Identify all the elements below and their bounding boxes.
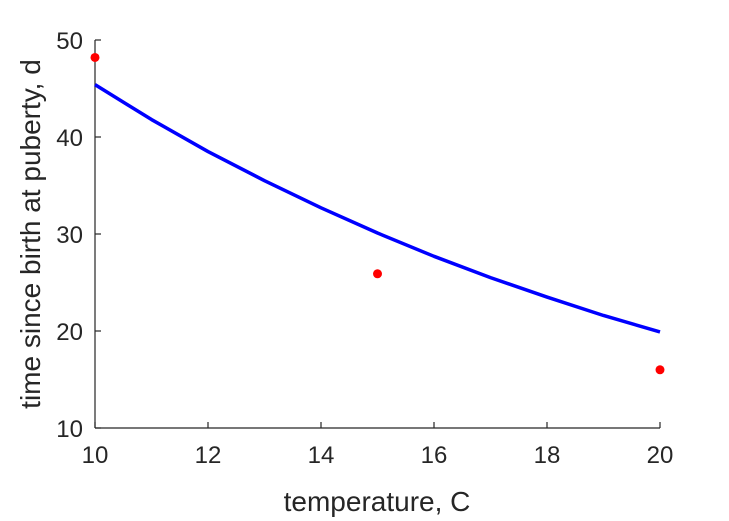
x-tick-label: 16 xyxy=(421,442,448,469)
y-tick-label: 10 xyxy=(56,416,83,443)
x-tick-label: 14 xyxy=(308,442,335,469)
y-tick-label: 40 xyxy=(56,125,83,152)
series-layer xyxy=(90,52,665,375)
x-axis-label: temperature, C xyxy=(284,486,471,517)
y-tick-label: 30 xyxy=(56,222,83,249)
fit-curve-line xyxy=(94,83,661,334)
x-tick-label: 18 xyxy=(534,442,561,469)
x-tick-label: 10 xyxy=(82,442,109,469)
data-point xyxy=(655,365,665,375)
data-point xyxy=(373,269,382,279)
data-point xyxy=(90,52,100,62)
x-tick-label: 12 xyxy=(195,442,222,469)
y-tick-label: 20 xyxy=(56,319,83,346)
x-axis-ticks: 10 12 14 16 18 20 xyxy=(82,422,674,469)
y-tick-label: 50 xyxy=(56,28,83,55)
y-axis-ticks: 10 20 30 40 50 xyxy=(56,28,101,443)
y-axis-label: time since birth at puberty, d xyxy=(15,59,46,409)
x-tick-label: 20 xyxy=(647,442,674,469)
